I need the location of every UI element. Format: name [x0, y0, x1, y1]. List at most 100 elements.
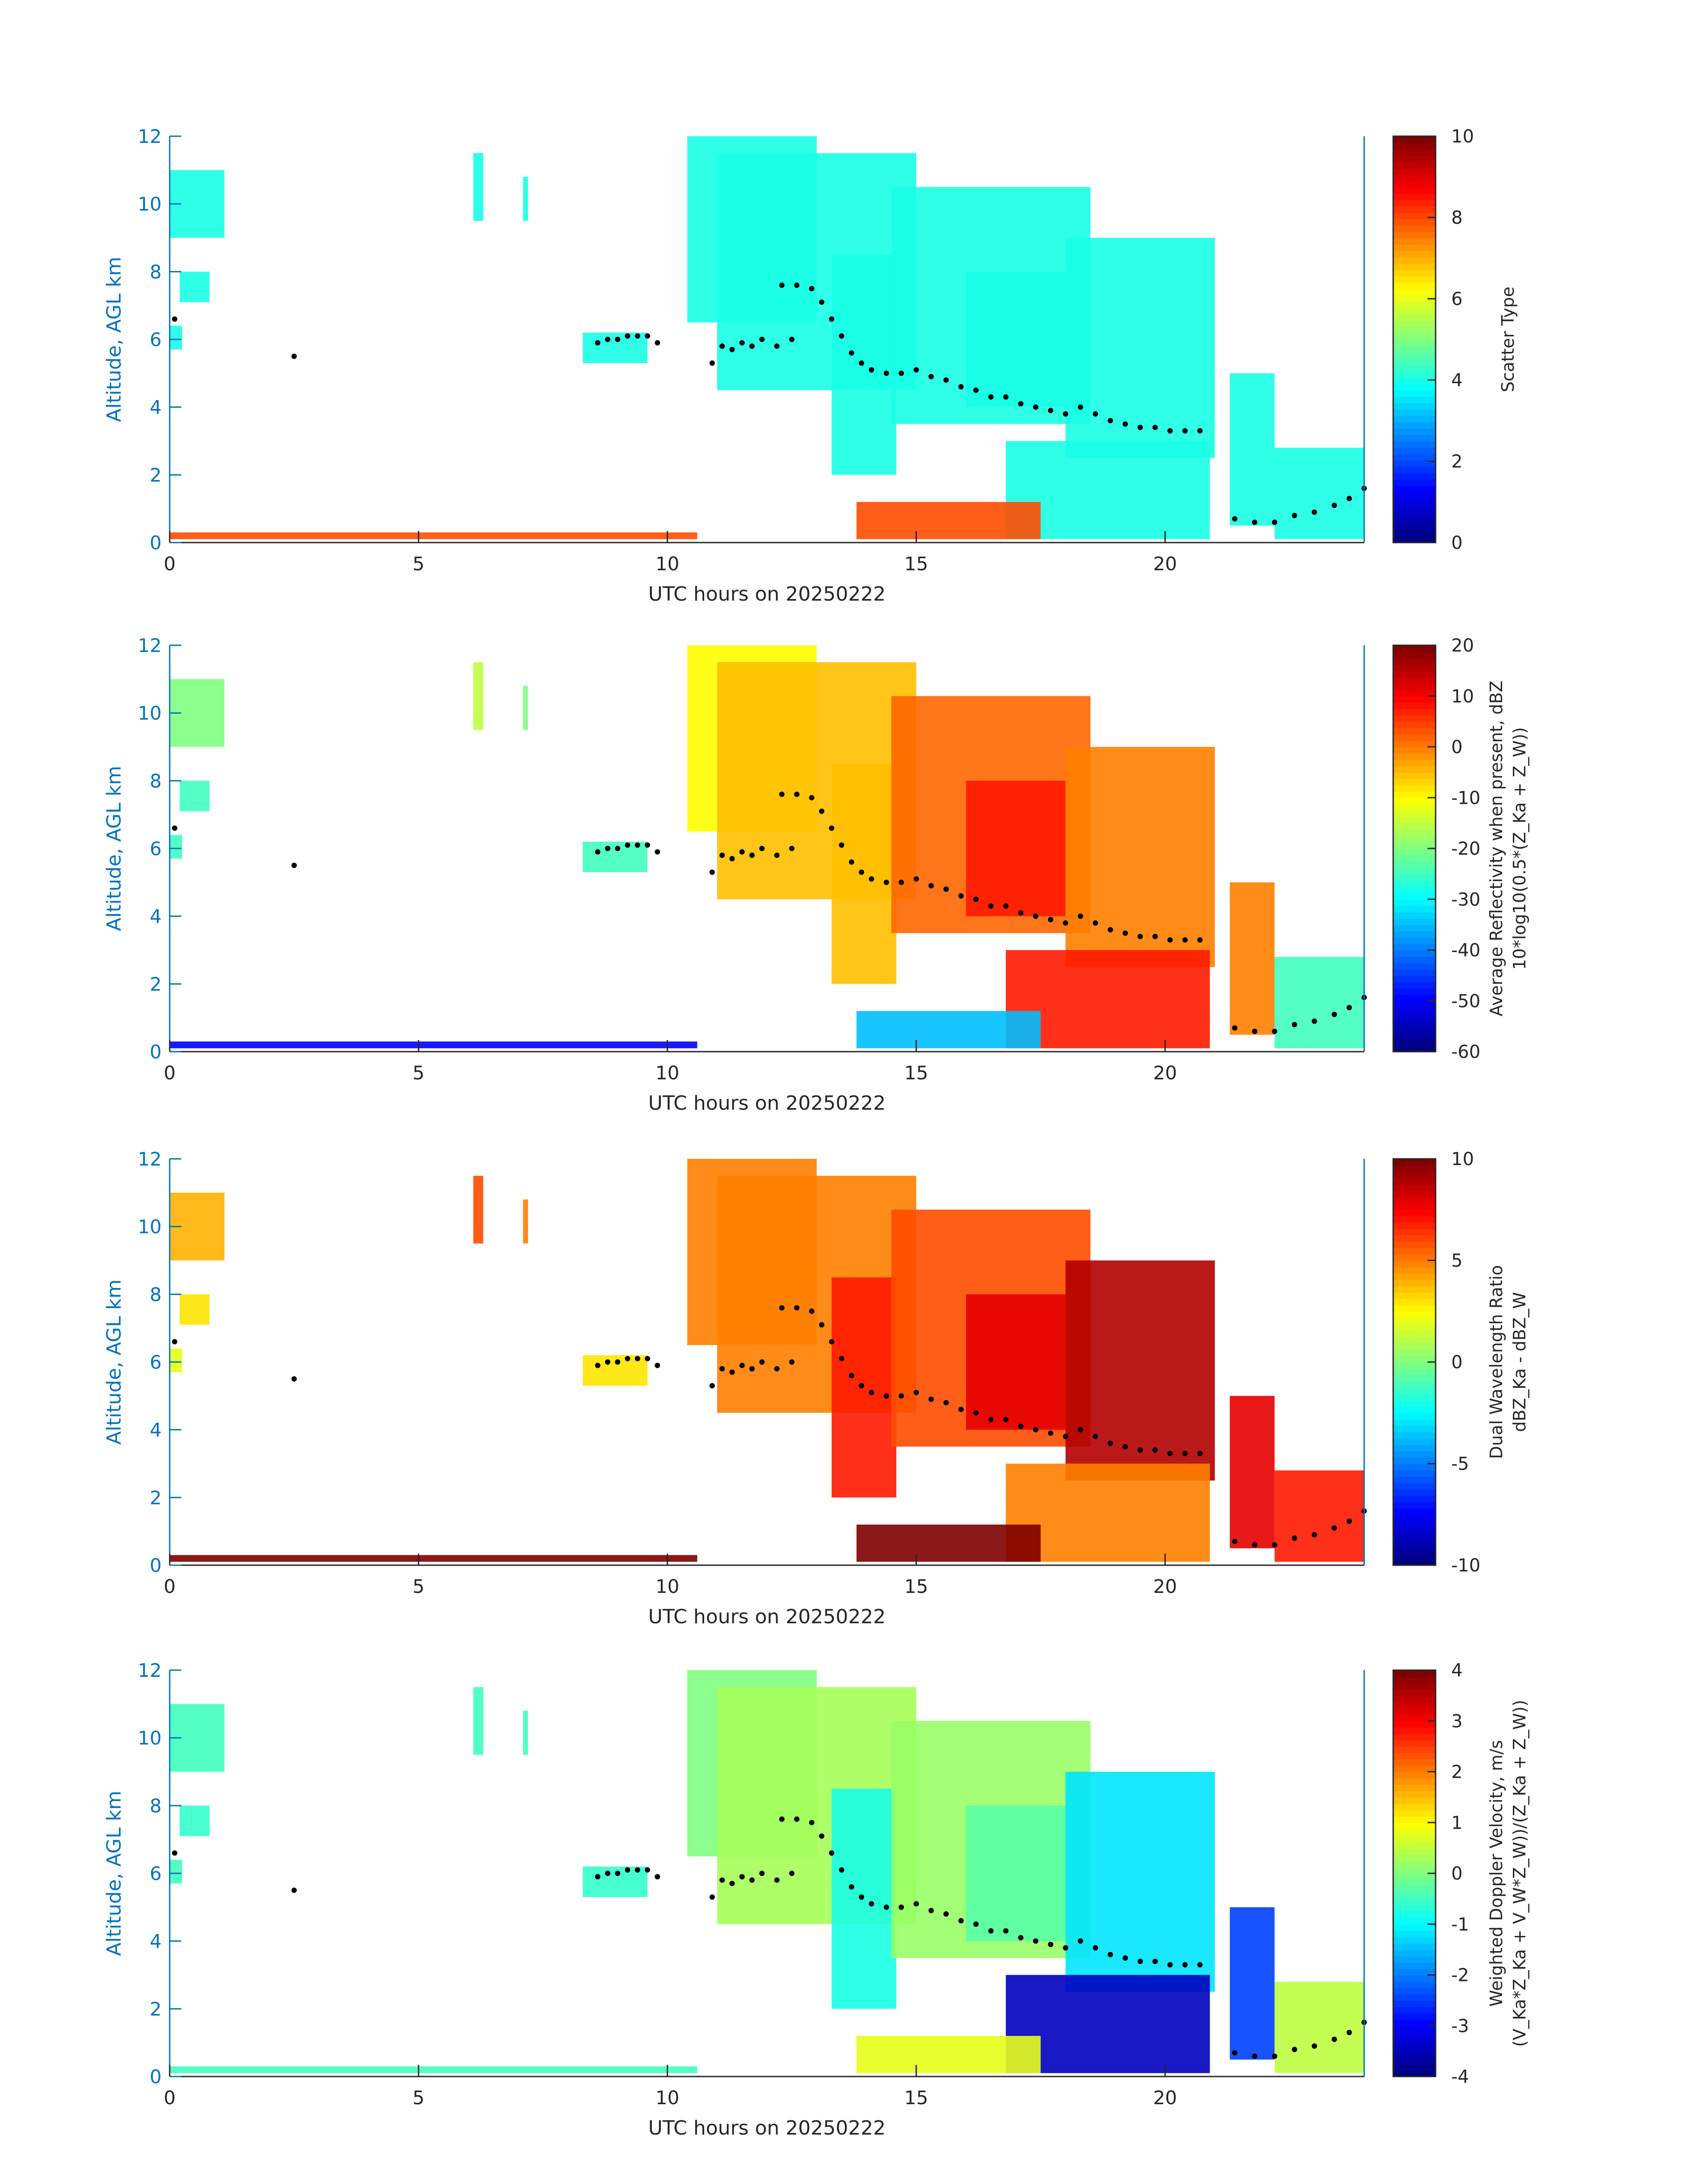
cloud-base-point [1167, 937, 1173, 943]
cloud-base-point [928, 883, 934, 889]
cloud-base-point [839, 842, 844, 848]
cloud-base-point [1332, 502, 1337, 508]
colorbar-segment [1393, 1165, 1436, 1172]
colorbar-segment [1393, 1324, 1436, 1331]
y-tick-label: 10 [138, 1216, 162, 1238]
cloud-base-point [809, 1308, 814, 1314]
colorbar-segment [1393, 1892, 1436, 1899]
cloud-base-point [605, 337, 610, 342]
cloud-base-point [1167, 1450, 1173, 1456]
cloud-base-point [1048, 917, 1053, 923]
cloud-base-point [1123, 1955, 1128, 1961]
colorbar-segment [1393, 428, 1436, 435]
cloud-base-point [1003, 1417, 1009, 1422]
colorbar-segment [1393, 1159, 1436, 1166]
colorbar-tick-label: -10 [1451, 788, 1480, 808]
colorbar-segment [1393, 1987, 1436, 1995]
colorbar-segment [1393, 1457, 1436, 1464]
colorbar-segment [1393, 677, 1436, 684]
cloud-base-point [1291, 2047, 1297, 2052]
cloud-base-point [1232, 1025, 1238, 1031]
cloud-base-point [973, 896, 979, 902]
colorbar-segment [1393, 377, 1436, 384]
echo-region [966, 1805, 1066, 1941]
colorbar-segment [1393, 1444, 1436, 1452]
colorbar-segment [1393, 384, 1436, 391]
colorbar-segment [1393, 1178, 1436, 1185]
colorbar-segment [1393, 2070, 1436, 2077]
colorbar-segment [1393, 1734, 1436, 1741]
colorbar-segment [1393, 1784, 1436, 1792]
colorbar-tick-label: -30 [1451, 890, 1480, 910]
cloud-base-point [291, 1376, 297, 1382]
colorbar-segment [1393, 149, 1436, 156]
colorbar-segment [1393, 1727, 1436, 1734]
colorbar-tick-label: 10 [1451, 1149, 1474, 1170]
echo-region [473, 662, 484, 730]
colorbar-segment [1393, 747, 1436, 754]
cloud-base-point [595, 1874, 601, 1880]
colorbar-tick-label: -4 [1451, 2067, 1469, 2087]
cloud-base-point [819, 1833, 825, 1839]
cloud-base-point [605, 1359, 610, 1365]
cloud-base-point [1107, 1441, 1113, 1446]
colorbar-tick-label: 4 [1451, 370, 1462, 391]
colorbar-segment [1393, 1867, 1436, 1874]
colorbar-segment [1393, 1343, 1436, 1350]
colorbar-segment [1393, 1235, 1436, 1242]
colorbar-segment [1393, 435, 1436, 442]
y-tick-label: 4 [150, 397, 162, 418]
colorbar-segment [1393, 1260, 1436, 1267]
colorbar-segment [1393, 142, 1436, 150]
colorbar-segment [1393, 371, 1436, 378]
cloud-base-point [869, 876, 874, 882]
colorbar-segment [1393, 1254, 1436, 1261]
echo-region [180, 272, 210, 302]
cloud-base-point [1252, 2053, 1257, 2059]
cloud-base-point [1093, 920, 1098, 926]
cloud-base-point [625, 1867, 631, 1873]
cloud-base-point [884, 370, 889, 376]
cloud-base-point [1232, 1538, 1238, 1544]
colorbar-segment [1393, 1007, 1436, 1014]
y-tick-label: 4 [150, 1419, 162, 1441]
colorbar-segment [1393, 1266, 1436, 1274]
cloud-base-point [1311, 2043, 1317, 2049]
echo-region [966, 272, 1066, 407]
cloud-base-point [605, 846, 610, 851]
colorbar-segment [1393, 1368, 1436, 1375]
cloud-base-point [809, 795, 814, 801]
x-tick-label: 15 [904, 1062, 928, 1084]
x-tick-label: 10 [656, 1062, 679, 1084]
cloud-base-point [655, 849, 660, 855]
cloud-base-point [1252, 519, 1257, 525]
echo-region [1274, 447, 1364, 539]
colorbar-tick-label: 0 [1451, 533, 1462, 553]
colorbar-segment [1393, 709, 1436, 716]
cloud-base-point [848, 859, 854, 865]
cloud-base-point [1003, 903, 1009, 909]
echo-region [170, 2066, 697, 2073]
colorbar-segment [1393, 772, 1436, 779]
colorbar-tick-label: 8 [1451, 208, 1462, 228]
colorbar-segment [1393, 645, 1436, 652]
cloud-base-point [1182, 937, 1188, 943]
echo-region [170, 1348, 182, 1372]
colorbar-segment [1393, 472, 1436, 480]
y-tick-label: 4 [150, 906, 162, 928]
cloud-base-point [794, 1816, 800, 1822]
colorbar-segment [1393, 1956, 1436, 1963]
cloud-base-point [1272, 2053, 1278, 2059]
cloud-base-point [913, 1390, 919, 1396]
colorbar-segment [1393, 740, 1436, 748]
cloud-base-point [1063, 411, 1069, 417]
x-tick-label: 15 [904, 2087, 928, 2109]
colorbar-label: dBZ_Ka - dBZ_W [1510, 1292, 1529, 1432]
cloud-base-point [1093, 1945, 1098, 1951]
panel-3: 0 2 4 6 8 10 12 0 5 10 15 20 UTC hours on 20250222 Al… [103, 1148, 1529, 1628]
cloud-base-point [829, 1339, 835, 1345]
colorbar-segment [1393, 1943, 1436, 1950]
colorbar-tick-label: 0 [1451, 1864, 1462, 1884]
colorbar-segment [1393, 1540, 1436, 1547]
